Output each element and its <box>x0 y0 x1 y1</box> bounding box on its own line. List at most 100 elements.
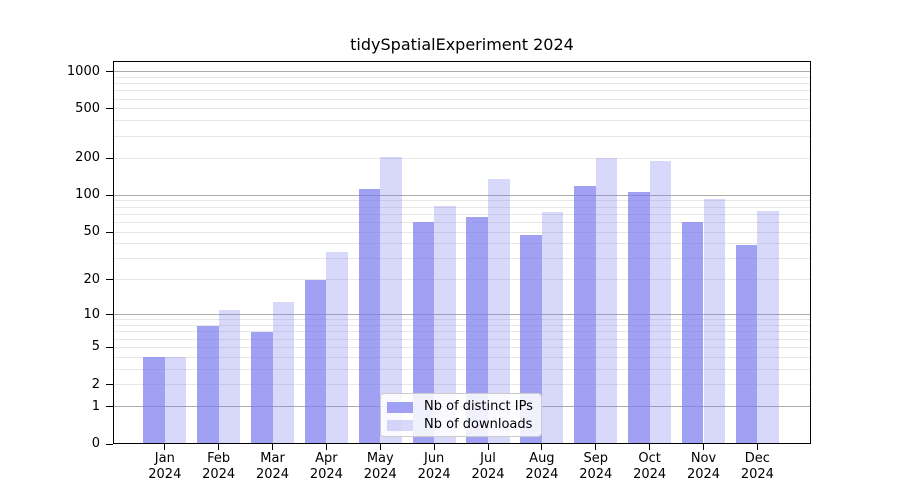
x-tick-mark <box>487 444 489 450</box>
y-tick-label-2: 2 <box>91 376 100 392</box>
bar-distinct-ips-jul <box>466 216 488 444</box>
x-tick-label-jan: Jan 2024 <box>148 451 182 482</box>
y-tick-label-5: 5 <box>91 339 100 355</box>
bar-distinct-ips-oct <box>628 192 650 444</box>
bar-downloads-apr <box>326 252 348 444</box>
gridline-minor <box>114 356 810 358</box>
bar-downloads-feb <box>218 310 241 444</box>
gridline-minor <box>114 331 810 333</box>
bar-distinct-ips-aug <box>520 235 542 444</box>
y-tick-mark <box>106 279 113 281</box>
bar-downloads-aug <box>541 212 564 444</box>
x-tick-label-aug: Aug 2024 <box>525 451 559 482</box>
bar-distinct-ips-jun <box>412 222 435 444</box>
x-tick-mark <box>541 444 543 450</box>
gridline-minor <box>114 98 810 100</box>
y-tick-mark <box>106 346 113 348</box>
y-tick-label-200: 200 <box>75 150 100 166</box>
y-tick-mark <box>106 443 113 445</box>
y-tick-mark <box>106 194 113 196</box>
bar-distinct-ips-mar <box>250 331 273 444</box>
gridline-minor <box>114 108 810 110</box>
bar-distinct-ips-nov <box>681 222 704 444</box>
y-tick-label-20: 20 <box>83 271 100 287</box>
x-tick-label-nov: Nov 2024 <box>686 451 721 482</box>
bar-downloads-mar <box>272 301 295 444</box>
x-tick-mark <box>218 444 220 450</box>
y-tick-label-1000: 1000 <box>66 63 100 79</box>
legend-label-distinct-ips: Nb of distinct IPs <box>424 399 533 414</box>
bar-downloads-jan <box>164 357 187 444</box>
x-tick-label-mar: Mar 2024 <box>255 451 290 482</box>
bar-distinct-ips-jan <box>143 357 165 444</box>
bar-downloads-jun <box>434 205 456 444</box>
bar-downloads-may <box>380 156 402 444</box>
gridline-minor <box>114 325 810 327</box>
bar-downloads-sep <box>595 158 618 444</box>
x-tick-label-jun: Jun 2024 <box>417 451 451 482</box>
bar-distinct-ips-sep <box>574 185 596 444</box>
gridline-minor <box>114 200 810 202</box>
y-tick-label-50: 50 <box>83 224 100 240</box>
x-tick-mark <box>756 444 758 450</box>
legend-item-distinct-ips: Nb of distinct IPs <box>381 398 541 416</box>
gridline-minor <box>114 338 810 340</box>
y-tick-label-10: 10 <box>83 306 100 322</box>
bar-downloads-jul <box>488 179 510 444</box>
x-tick-mark <box>595 444 597 450</box>
x-tick-mark <box>649 444 651 450</box>
y-tick-mark <box>106 314 113 316</box>
bar-distinct-ips-feb <box>197 325 219 444</box>
legend-swatch-downloads <box>387 419 413 431</box>
gridline-minor <box>114 83 810 85</box>
x-tick-mark <box>703 444 704 450</box>
x-tick-label-dec: Dec 2024 <box>740 451 774 482</box>
gridline-minor <box>114 120 810 122</box>
y-tick-mark <box>106 406 113 408</box>
x-tick-mark <box>379 444 381 450</box>
x-tick-mark <box>325 444 327 450</box>
x-tick-label-feb: Feb 2024 <box>202 451 236 482</box>
bar-distinct-ips-may <box>358 189 381 444</box>
gridline-minor <box>114 368 810 370</box>
gridline-minor <box>114 90 810 92</box>
gridline-minor <box>114 346 810 348</box>
bar-distinct-ips-apr <box>304 279 327 444</box>
gridline-major <box>114 71 810 73</box>
gridline-major <box>114 194 810 196</box>
bar-distinct-ips-dec <box>735 245 758 444</box>
gridline-minor <box>114 221 810 223</box>
x-tick-label-oct: Oct 2024 <box>633 451 667 482</box>
legend: Nb of distinct IPs Nb of downloads <box>380 393 542 437</box>
gridline-minor <box>114 76 810 78</box>
gridline-minor <box>114 258 810 260</box>
y-tick-mark <box>106 231 113 233</box>
y-tick-label-500: 500 <box>75 100 100 116</box>
gridline-minor <box>114 279 810 281</box>
y-tick-mark <box>106 108 113 110</box>
gridline-minor <box>114 157 810 159</box>
x-tick-label-apr: Apr 2024 <box>309 451 343 482</box>
y-tick-mark <box>106 157 113 159</box>
x-tick-label-may: May 2024 <box>363 451 397 482</box>
x-tick-mark <box>272 444 274 450</box>
y-tick-mark <box>106 384 113 386</box>
legend-item-downloads: Nb of downloads <box>381 416 541 434</box>
legend-swatch-distinct-ips <box>387 401 413 413</box>
x-tick-label-jul: Jul 2024 <box>471 451 505 482</box>
gridline-minor <box>114 206 810 208</box>
x-tick-mark <box>433 444 435 450</box>
gridline-minor <box>114 135 810 137</box>
bar-downloads-nov <box>703 198 726 444</box>
y-tick-mark <box>106 71 113 73</box>
x-tick-label-sep: Sep 2024 <box>579 451 613 482</box>
bar-downloads-oct <box>649 160 672 444</box>
gridline-minor <box>114 243 810 245</box>
chart-title: tidySpatialExperiment 2024 <box>350 35 574 54</box>
legend-label-downloads: Nb of downloads <box>424 417 533 432</box>
gridline-major <box>114 314 810 316</box>
x-tick-mark <box>164 444 166 450</box>
y-tick-label-100: 100 <box>75 187 100 203</box>
gridline-minor <box>114 384 810 386</box>
